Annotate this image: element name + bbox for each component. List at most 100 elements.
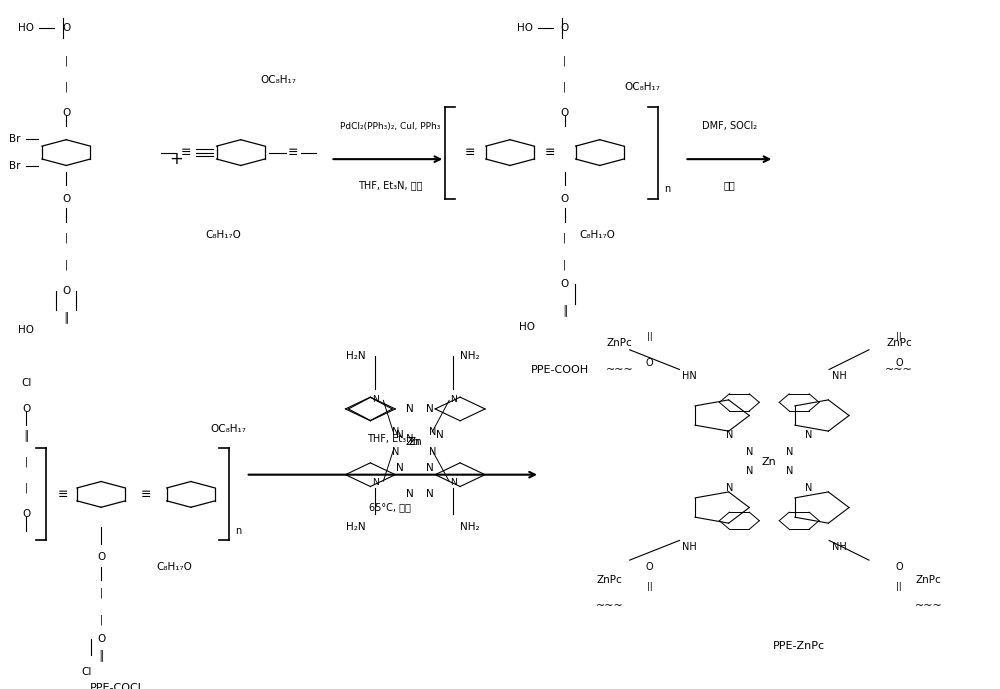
Text: |: | — [25, 456, 28, 466]
Text: C₈H₁₇O: C₈H₁₇O — [580, 229, 616, 240]
Text: |: | — [563, 55, 566, 66]
Text: Br: Br — [9, 161, 20, 171]
Text: N: N — [372, 478, 379, 487]
Text: |: | — [563, 233, 566, 243]
Text: ||: || — [896, 582, 902, 591]
Text: HO: HO — [517, 23, 533, 32]
Text: C₈H₁₇O: C₈H₁₇O — [156, 562, 192, 572]
Text: N: N — [406, 489, 414, 500]
Text: ≡: ≡ — [58, 488, 68, 501]
Text: ≡: ≡ — [545, 146, 555, 159]
Text: ZnPc: ZnPc — [916, 575, 942, 585]
Text: O: O — [561, 23, 569, 32]
Text: N: N — [429, 427, 436, 437]
Text: PPE-COOH: PPE-COOH — [531, 364, 589, 375]
Text: PPE-ZnPc: PPE-ZnPc — [773, 641, 825, 650]
Text: O: O — [62, 108, 70, 118]
Text: HO: HO — [519, 322, 535, 332]
Text: N: N — [392, 427, 399, 437]
Text: N: N — [746, 446, 753, 457]
Text: O: O — [646, 562, 653, 572]
Text: ║: ║ — [63, 311, 69, 323]
Text: ZnPc: ZnPc — [886, 338, 912, 348]
Text: O: O — [62, 194, 70, 203]
Text: NH: NH — [832, 542, 846, 552]
Text: ≡: ≡ — [141, 488, 151, 501]
Text: N: N — [396, 463, 404, 473]
Text: N: N — [805, 483, 813, 493]
Text: N: N — [436, 430, 444, 440]
Text: ║: ║ — [562, 305, 568, 316]
Text: |: | — [65, 233, 68, 243]
Text: O: O — [646, 358, 653, 368]
Text: Zn: Zn — [762, 457, 777, 466]
Text: |: | — [65, 55, 68, 66]
Text: N: N — [786, 466, 793, 476]
Text: |: | — [65, 259, 68, 269]
Text: N: N — [429, 446, 436, 457]
Text: O: O — [62, 286, 70, 296]
Text: NH: NH — [682, 542, 697, 552]
Text: n: n — [236, 526, 242, 535]
Text: ZnPc: ZnPc — [607, 338, 633, 348]
Text: N: N — [372, 395, 379, 404]
Text: |: | — [99, 588, 103, 598]
Text: N: N — [406, 404, 414, 414]
Text: H₂N: H₂N — [346, 522, 365, 533]
Text: N: N — [450, 395, 457, 404]
Text: |: | — [25, 482, 28, 493]
Text: ||: || — [896, 332, 902, 341]
Text: OC₈H₁₇: OC₈H₁₇ — [625, 82, 661, 92]
Text: OC₈H₁₇: OC₈H₁₇ — [211, 424, 247, 433]
Text: O: O — [62, 23, 70, 32]
Text: ≡: ≡ — [181, 146, 191, 159]
Text: N: N — [426, 463, 434, 473]
Text: ~~~: ~~~ — [606, 364, 634, 375]
Text: 65°C, 回流: 65°C, 回流 — [369, 502, 411, 513]
Text: PdCl₂(PPh₃)₂, CuI, PPh₃: PdCl₂(PPh₃)₂, CuI, PPh₃ — [340, 122, 440, 131]
Text: Br: Br — [9, 134, 20, 145]
Text: ~~~: ~~~ — [596, 601, 624, 611]
Text: N: N — [396, 430, 404, 440]
Text: O: O — [97, 552, 105, 562]
Text: N: N — [746, 466, 753, 476]
Text: N: N — [786, 446, 793, 457]
Text: THF, Et₃N: THF, Et₃N — [367, 433, 414, 444]
Text: 回流: 回流 — [723, 181, 735, 190]
Text: O: O — [97, 634, 105, 644]
Text: HN: HN — [682, 371, 697, 381]
Text: ||: || — [647, 582, 652, 591]
Text: O: O — [561, 279, 569, 289]
Text: Zn: Zn — [406, 437, 421, 446]
Text: ZnPc: ZnPc — [597, 575, 623, 585]
Text: Cl: Cl — [81, 667, 91, 677]
Text: ≡: ≡ — [287, 146, 298, 159]
Text: Cl: Cl — [21, 378, 32, 388]
Text: N: N — [726, 430, 733, 440]
Text: ≡: ≡ — [465, 146, 475, 159]
Text: N: N — [426, 404, 434, 414]
Text: ~~~: ~~~ — [915, 601, 943, 611]
Text: THF, Et₃N, 回流: THF, Et₃N, 回流 — [358, 181, 423, 190]
Text: OC₈H₁₇: OC₈H₁₇ — [261, 75, 297, 85]
Text: O: O — [895, 562, 903, 572]
Text: N: N — [726, 483, 733, 493]
Text: ~~~: ~~~ — [885, 364, 913, 375]
Text: ║: ║ — [23, 429, 29, 441]
Text: |: | — [99, 614, 103, 624]
Text: O: O — [22, 509, 30, 519]
Text: O: O — [561, 194, 569, 203]
Text: H₂N: H₂N — [346, 351, 365, 361]
Text: NH₂: NH₂ — [460, 522, 480, 533]
Text: n: n — [664, 184, 671, 194]
Text: C₈H₁₇O: C₈H₁₇O — [206, 229, 242, 240]
Text: O: O — [22, 404, 30, 414]
Text: NH: NH — [832, 371, 846, 381]
Text: NH₂: NH₂ — [460, 351, 480, 361]
Text: |: | — [65, 81, 68, 92]
Text: HO: HO — [18, 325, 34, 335]
Text: HO: HO — [18, 23, 34, 32]
Text: +: + — [169, 150, 183, 168]
Text: O: O — [895, 358, 903, 368]
Text: O: O — [561, 108, 569, 118]
